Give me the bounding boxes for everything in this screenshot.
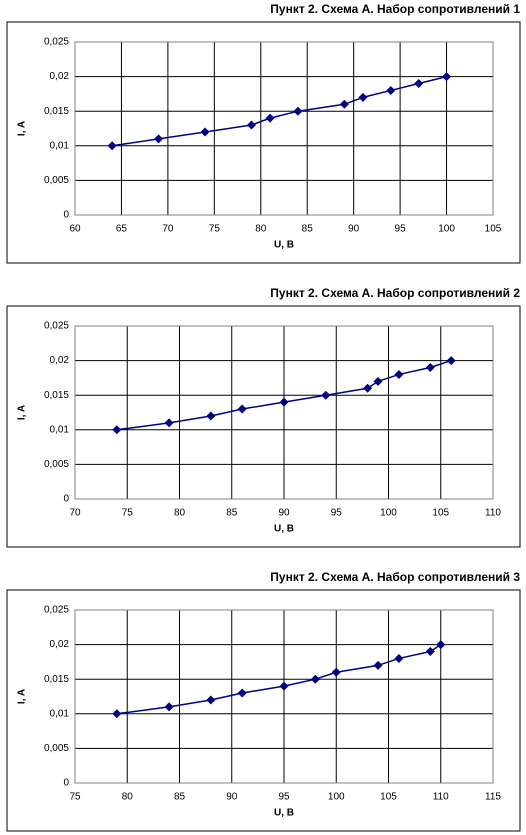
y-tick-label: 0,01 <box>50 140 70 151</box>
data-point <box>107 141 117 151</box>
chart-frame <box>6 589 521 832</box>
data-point <box>200 127 210 137</box>
data-point <box>373 376 383 386</box>
data-point <box>246 120 256 130</box>
chart-frame <box>6 305 521 548</box>
chart-title: Пункт 2. Схема А. Набор сопротивлений 2 <box>270 286 520 300</box>
data-point <box>363 383 373 393</box>
x-tick-label: 105 <box>485 224 502 235</box>
chart-frame <box>6 21 521 264</box>
y-tick-label: 0,015 <box>44 390 69 401</box>
data-point <box>446 356 456 366</box>
x-tick-label: 95 <box>278 792 290 803</box>
x-tick-label: 60 <box>69 224 81 235</box>
x-tick-label: 110 <box>485 508 501 519</box>
y-tick-label: 0,02 <box>50 639 70 650</box>
data-point <box>154 134 164 144</box>
data-point <box>373 660 383 670</box>
data-point <box>414 79 424 89</box>
data-point <box>425 363 435 373</box>
data-point <box>164 418 174 428</box>
x-tick-label: 90 <box>348 224 360 235</box>
y-axis-label: I, A <box>17 405 28 420</box>
data-point <box>358 92 368 102</box>
data-point <box>321 390 331 400</box>
y-tick-label: 0,015 <box>44 674 69 685</box>
x-tick-label: 85 <box>226 508 238 519</box>
x-tick-label: 85 <box>302 224 314 235</box>
data-point <box>310 674 320 684</box>
x-tick-label: 75 <box>209 224 221 235</box>
x-tick-label: 95 <box>395 224 407 235</box>
data-point <box>386 85 396 95</box>
x-axis-label: U, B <box>274 524 294 535</box>
plot-area <box>74 41 494 216</box>
data-point <box>279 397 289 407</box>
y-axis-label: I, A <box>17 121 28 136</box>
x-tick-label: 80 <box>255 224 267 235</box>
data-point <box>394 653 404 663</box>
x-tick-label: 105 <box>432 508 449 519</box>
y-tick-label: 0,025 <box>44 37 69 48</box>
x-tick-label: 115 <box>485 792 501 803</box>
data-point <box>331 667 341 677</box>
data-point <box>112 425 122 435</box>
data-point <box>339 99 349 109</box>
y-tick-label: 0,015 <box>44 106 69 117</box>
data-point <box>164 702 174 712</box>
data-point <box>237 404 247 414</box>
x-tick-label: 85 <box>174 792 186 803</box>
y-tick-label: 0,005 <box>44 459 69 470</box>
x-tick-label: 75 <box>122 508 134 519</box>
y-axis-label: I, A <box>17 689 28 704</box>
y-tick-label: 0,01 <box>50 424 70 435</box>
y-tick-label: 0 <box>63 494 69 505</box>
chart-title: Пункт 2. Схема А. Набор сопротивлений 1 <box>270 2 520 16</box>
x-tick-label: 100 <box>438 224 455 235</box>
data-point <box>442 72 452 82</box>
data-point <box>279 681 289 691</box>
x-tick-label: 90 <box>226 792 238 803</box>
data-point <box>206 411 216 421</box>
y-tick-label: 0,01 <box>50 708 70 719</box>
x-tick-label: 110 <box>433 792 449 803</box>
plot-area <box>74 609 494 784</box>
x-tick-label: 80 <box>174 508 186 519</box>
x-tick-label: 65 <box>116 224 128 235</box>
data-point <box>112 709 122 719</box>
y-tick-label: 0,02 <box>50 355 70 366</box>
x-axis-label: U, B <box>274 240 294 251</box>
x-tick-label: 70 <box>69 508 81 519</box>
data-point <box>293 106 303 116</box>
x-tick-label: 100 <box>328 792 345 803</box>
y-tick-label: 0,025 <box>44 605 69 616</box>
data-point <box>206 695 216 705</box>
y-tick-label: 0 <box>63 210 69 221</box>
data-point <box>436 640 446 650</box>
x-tick-label: 70 <box>162 224 174 235</box>
y-tick-label: 0,005 <box>44 743 69 754</box>
data-point <box>394 369 404 379</box>
x-tick-label: 105 <box>380 792 397 803</box>
data-point <box>237 688 247 698</box>
data-point <box>265 113 275 123</box>
x-tick-label: 100 <box>380 508 397 519</box>
plot-area <box>74 325 494 500</box>
x-tick-label: 75 <box>69 792 81 803</box>
y-tick-label: 0,005 <box>44 175 69 186</box>
x-tick-label: 80 <box>122 792 134 803</box>
chart-title: Пункт 2. Схема А. Набор сопротивлений 3 <box>270 570 520 584</box>
x-tick-label: 90 <box>278 508 290 519</box>
x-axis-label: U, B <box>274 808 294 819</box>
data-point <box>425 647 435 657</box>
x-tick-label: 95 <box>331 508 343 519</box>
y-tick-label: 0 <box>63 778 69 789</box>
y-tick-label: 0,02 <box>50 71 70 82</box>
y-tick-label: 0,025 <box>44 321 69 332</box>
